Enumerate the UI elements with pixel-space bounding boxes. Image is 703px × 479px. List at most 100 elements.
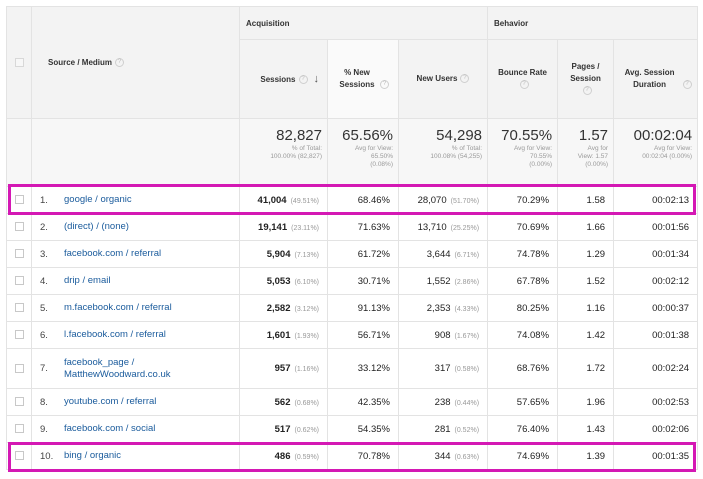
totals-new-users-value: 54,298 [436, 127, 483, 144]
bounce-rate-cell: 70.69% [487, 213, 559, 241]
new-users-cell: 2,353 (4.33%) [397, 294, 489, 322]
select-all-cell[interactable] [6, 6, 32, 119]
totals-sub-label: Avg for View: [513, 145, 553, 152]
sessions-value: 1,601 [266, 329, 291, 341]
avg-duration-cell: 00:00:37 [613, 294, 699, 322]
source-link[interactable]: (direct) / (none) [64, 221, 129, 232]
sessions-header[interactable]: Sessions? ↓ [239, 39, 328, 119]
pct-new-sessions-cell: 68.46% [327, 186, 399, 214]
pct-new-sessions-cell: 91.13% [327, 294, 399, 322]
sessions-pct: (7.13%) [294, 251, 319, 259]
totals-bounce: 70.55% Avg for View: 70.55% (0.00%) [487, 118, 559, 187]
new-users-header-label: New Users [416, 74, 458, 83]
row-rank: 9. [40, 423, 48, 435]
bounce-rate-cell: 67.78% [487, 267, 559, 295]
totals-sub-delta: (0.08%) [370, 161, 393, 168]
pages-session-header[interactable]: Pages / Session? [557, 39, 615, 119]
row-checkbox-cell[interactable] [6, 348, 32, 389]
pct-new-sessions-cell: 33.12% [327, 348, 399, 389]
new-users-value: 3,644 [426, 248, 451, 260]
bounce-rate-cell: 68.76% [487, 348, 559, 389]
row-checkbox-cell[interactable] [6, 442, 32, 470]
totals-new-users: 54,298 % of Total: 100.08% (54,255) [397, 118, 489, 187]
new-users-pct: (0.44%) [454, 399, 480, 407]
row-checkbox[interactable] [14, 451, 24, 461]
sort-down-arrow-icon[interactable]: ↓ [313, 72, 320, 85]
pages-session-cell: 1.58 [557, 186, 615, 214]
new-users-pct: (51.70%) [450, 197, 480, 205]
help-icon[interactable]: ? [682, 80, 692, 90]
bounce-rate-header[interactable]: Bounce Rate? [487, 39, 559, 119]
source-medium-header[interactable]: Source / Medium? [31, 6, 240, 119]
sessions-cell: 5,053 (6.10%) [239, 267, 328, 295]
table-row: 9. facebook.com / social 517 (0.62%) 54.35% 2… [6, 415, 699, 443]
row-checkbox[interactable] [14, 222, 24, 232]
source-link[interactable]: facebook_page / MatthewWoodward.co.uk [64, 356, 171, 380]
row-checkbox[interactable] [14, 249, 24, 259]
pct-new-sessions-cell: 56.71% [327, 321, 399, 349]
sessions-pct: (6.10%) [294, 278, 319, 286]
pct-new-sessions-cell: 70.78% [327, 442, 399, 470]
table-row: 1. google / organic 41,004 (49.51%) 68.46% 28… [6, 186, 699, 214]
new-users-cell: 13,710 (25.25%) [397, 213, 489, 241]
sessions-cell: 486 (0.59%) [239, 442, 328, 470]
bounce-rate-cell: 74.78% [487, 240, 559, 268]
avg-duration-cell: 00:02:24 [613, 348, 699, 389]
new-users-value: 281 [434, 423, 451, 435]
select-all-checkbox[interactable] [14, 58, 24, 68]
row-checkbox[interactable] [14, 424, 24, 434]
help-icon[interactable]: ? [582, 86, 592, 96]
row-checkbox-cell[interactable] [6, 415, 32, 443]
bounce-rate-cell: 76.40% [487, 415, 559, 443]
row-checkbox[interactable] [14, 397, 24, 407]
row-checkbox-cell[interactable] [6, 213, 32, 241]
source-cell: 7. facebook_page / MatthewWoodward.co.uk [31, 348, 240, 389]
source-link[interactable]: youtube.com / referral [64, 396, 157, 407]
source-link[interactable]: m.facebook.com / referral [64, 302, 172, 313]
help-icon[interactable]: ? [298, 74, 308, 84]
row-checkbox-cell[interactable] [6, 321, 32, 349]
source-link[interactable]: l.facebook.com / referral [64, 329, 166, 340]
source-cell: 5. m.facebook.com / referral [31, 294, 240, 322]
row-checkbox-cell[interactable] [6, 294, 32, 322]
row-checkbox-cell[interactable] [6, 240, 32, 268]
help-icon[interactable]: ? [519, 80, 529, 90]
row-checkbox[interactable] [14, 195, 24, 205]
row-checkbox[interactable] [14, 276, 24, 286]
source-link[interactable]: facebook.com / referral [64, 248, 162, 259]
sessions-pct: (23.11%) [291, 224, 319, 232]
sessions-value: 957 [274, 363, 291, 374]
row-checkbox-cell[interactable] [6, 186, 32, 214]
help-icon[interactable]: ? [115, 58, 125, 68]
new-users-cell: 281 (0.52%) [397, 415, 489, 443]
sessions-cell: 5,904 (7.13%) [239, 240, 328, 268]
avg-duration-cell: 00:01:35 [613, 442, 699, 470]
help-icon[interactable]: ? [460, 74, 470, 84]
row-checkbox[interactable] [14, 303, 24, 313]
pct-new-sessions-cell: 61.72% [327, 240, 399, 268]
row-checkbox[interactable] [14, 363, 24, 373]
row-checkbox-cell[interactable] [6, 267, 32, 295]
new-users-pct: (2.86%) [454, 278, 480, 286]
sessions-cell: 517 (0.62%) [239, 415, 328, 443]
source-link[interactable]: drip / email [64, 275, 111, 286]
sessions-pct: (0.62%) [294, 426, 319, 434]
source-link[interactable]: facebook.com / social [64, 423, 156, 434]
sessions-value: 19,141 [258, 221, 288, 233]
pages-session-cell: 1.29 [557, 240, 615, 268]
new-users-pct: (6.71%) [454, 251, 480, 259]
new-users-header[interactable]: New Users? [397, 39, 489, 119]
sessions-header-label: Sessions [260, 74, 296, 84]
avg-session-duration-header[interactable]: Avg. Session Duration? [613, 39, 699, 119]
source-link[interactable]: google / organic [64, 194, 132, 205]
row-checkbox-cell[interactable] [6, 388, 32, 416]
totals-pages-value: 1.57 [578, 127, 609, 144]
help-icon[interactable]: ? [380, 80, 389, 90]
new-users-value: 238 [434, 396, 451, 408]
row-checkbox[interactable] [14, 330, 24, 340]
table-row: 4. drip / email 5,053 (6.10%) 30.71% 1,552 (2.… [6, 267, 699, 295]
pct-new-sessions-header[interactable]: % New Sessions? [327, 39, 399, 119]
source-link[interactable]: bing / organic [64, 450, 122, 461]
pct-new-sessions-cell: 30.71% [327, 267, 399, 295]
avg-duration-cell: 00:02:12 [613, 267, 699, 295]
